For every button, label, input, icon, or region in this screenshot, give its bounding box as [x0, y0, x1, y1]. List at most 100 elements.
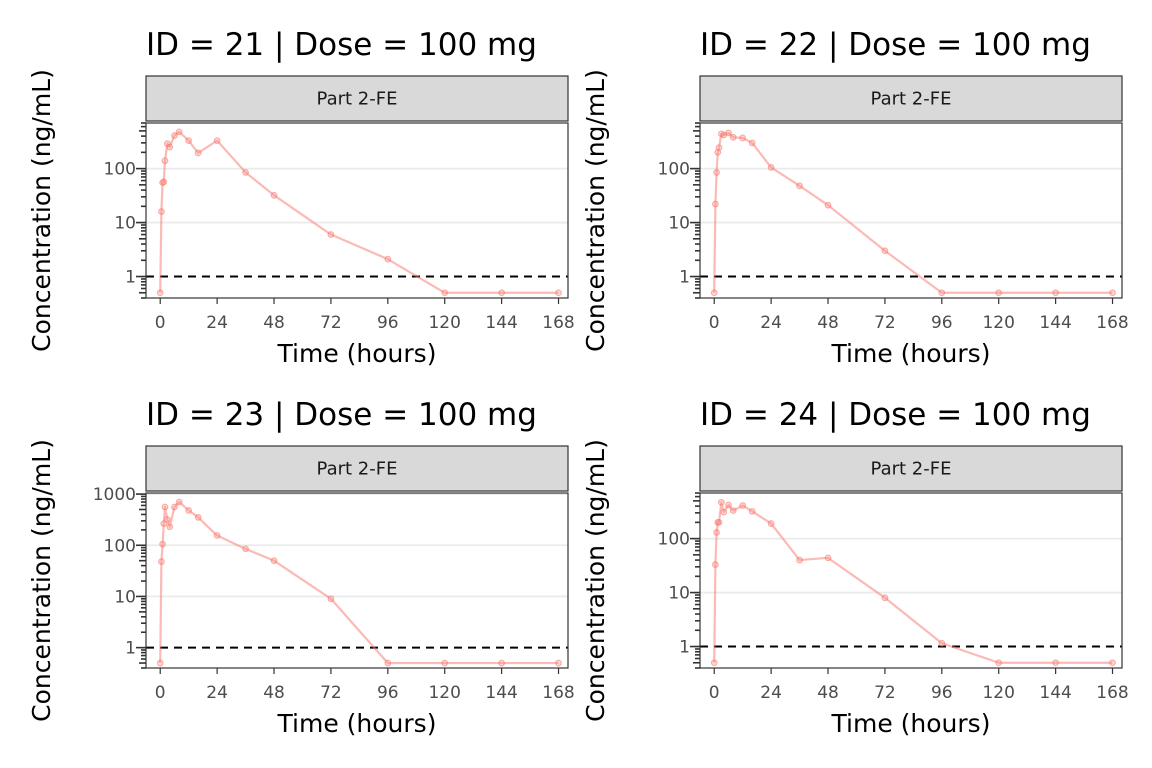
data-point: [729, 507, 737, 515]
x-axis-title: Time (hours): [831, 339, 991, 368]
data-point: [748, 139, 756, 147]
data-point: [739, 502, 747, 509]
data-point: [713, 169, 720, 176]
x-tick-label: 96: [377, 313, 399, 333]
x-tick-label: 96: [931, 313, 953, 333]
panel-title: ID = 24 | Dose = 100 mg: [700, 397, 1091, 433]
data-point: [498, 659, 506, 667]
data-point: [725, 129, 732, 137]
y-axis-title: Concentration (ng/mL): [27, 439, 56, 722]
data-point: [242, 169, 249, 176]
facet-strip-label: Part 2-FE: [317, 459, 398, 480]
data-point: [156, 659, 164, 667]
data-point: [166, 523, 174, 531]
x-tick-label: 72: [874, 683, 896, 703]
x-tick-label: 0: [155, 683, 166, 703]
x-tick-label: 48: [817, 683, 839, 703]
x-axis-title: Time (hours): [277, 709, 437, 738]
y-tick-label: 1: [125, 268, 136, 288]
data-point: [161, 503, 169, 511]
series-line: [159, 500, 559, 665]
data-point: [242, 545, 249, 553]
data-point: [156, 289, 164, 297]
y-tick-label: 10: [114, 214, 136, 234]
data-point: [498, 289, 506, 297]
plot-area: [146, 123, 568, 298]
panel-border: [699, 122, 1123, 299]
data-point: [175, 128, 183, 136]
series-line: [713, 131, 1113, 294]
data-point: [881, 247, 889, 255]
y-tick-label: 10: [668, 214, 690, 234]
data-point: [767, 520, 775, 527]
data-point: [185, 137, 193, 145]
chart-panel-4: ID = 24 | Dose = 100 mg Part 2-FE 0 24 48 72 9…: [581, 397, 1129, 738]
facet-strip-label: Part 2-FE: [871, 459, 952, 480]
x-tick-label: 144: [485, 683, 517, 703]
data-point: [824, 201, 832, 209]
data-point: [713, 529, 720, 536]
data-point: [715, 518, 723, 526]
x-tick-label: 120: [982, 313, 1014, 333]
data-point: [441, 659, 449, 667]
x-tick-label: 96: [377, 683, 399, 703]
data-point: [270, 191, 278, 199]
x-tick-label: 0: [709, 313, 720, 333]
panel-border: [145, 122, 569, 299]
x-tick-label: 48: [263, 313, 285, 333]
data-point: [824, 554, 832, 562]
data-point: [171, 132, 178, 139]
chart-panel-1: ID = 21 | Dose = 100 mg Part 2-FE 0 24 48 72 9…: [27, 27, 575, 368]
y-axis-title: Concentration (ng/mL): [27, 69, 56, 352]
x-tick-label: 120: [428, 683, 460, 703]
y-axis-title: Concentration (ng/mL): [581, 439, 610, 722]
data-point: [384, 255, 392, 263]
panel-title: ID = 21 | Dose = 100 mg: [146, 27, 537, 63]
x-tick-label: 120: [982, 683, 1014, 703]
data-point: [995, 289, 1003, 297]
x-tick-label: 72: [874, 313, 896, 333]
y-tick-label: 1: [679, 268, 690, 288]
data-point: [160, 520, 168, 528]
data-point: [213, 137, 221, 145]
facet-strip-label: Part 2-FE: [871, 89, 952, 110]
x-tick-label: 96: [931, 683, 953, 703]
series-line: [713, 501, 1113, 664]
data-point: [160, 178, 168, 186]
data-point: [739, 134, 747, 142]
data-point: [159, 540, 166, 548]
data-point: [555, 289, 562, 297]
data-point: [1052, 289, 1060, 297]
data-point: [163, 516, 171, 523]
x-tick-label: 48: [817, 313, 839, 333]
y-tick-label: 1: [679, 638, 690, 658]
data-point: [327, 595, 335, 603]
panel-title: ID = 22 | Dose = 100 mg: [700, 27, 1091, 63]
y-tick-label: 1: [125, 639, 136, 659]
data-point: [175, 498, 183, 506]
y-axis-title: Concentration (ng/mL): [581, 69, 610, 352]
x-tick-label: 144: [1039, 683, 1071, 703]
x-tick-label: 144: [485, 313, 517, 333]
data-point: [441, 289, 449, 297]
x-tick-label: 168: [1096, 683, 1128, 703]
data-point: [796, 182, 803, 190]
y-tick-label: 10: [668, 584, 690, 604]
x-tick-label: 72: [320, 683, 342, 703]
y-tick-label: 100: [104, 160, 136, 180]
data-point: [995, 659, 1003, 667]
x-tick-label: 24: [206, 313, 228, 333]
data-point: [158, 558, 165, 565]
panel-title: ID = 23 | Dose = 100 mg: [146, 397, 537, 433]
x-tick-label: 24: [760, 683, 782, 703]
data-point: [938, 289, 946, 297]
data-point: [1109, 289, 1116, 297]
data-point: [729, 133, 737, 141]
y-tick-label: 100: [658, 160, 690, 180]
data-point: [1109, 659, 1116, 667]
plot-area: [146, 493, 568, 668]
x-tick-label: 24: [760, 313, 782, 333]
data-point: [327, 231, 335, 238]
x-tick-label: 168: [542, 313, 574, 333]
